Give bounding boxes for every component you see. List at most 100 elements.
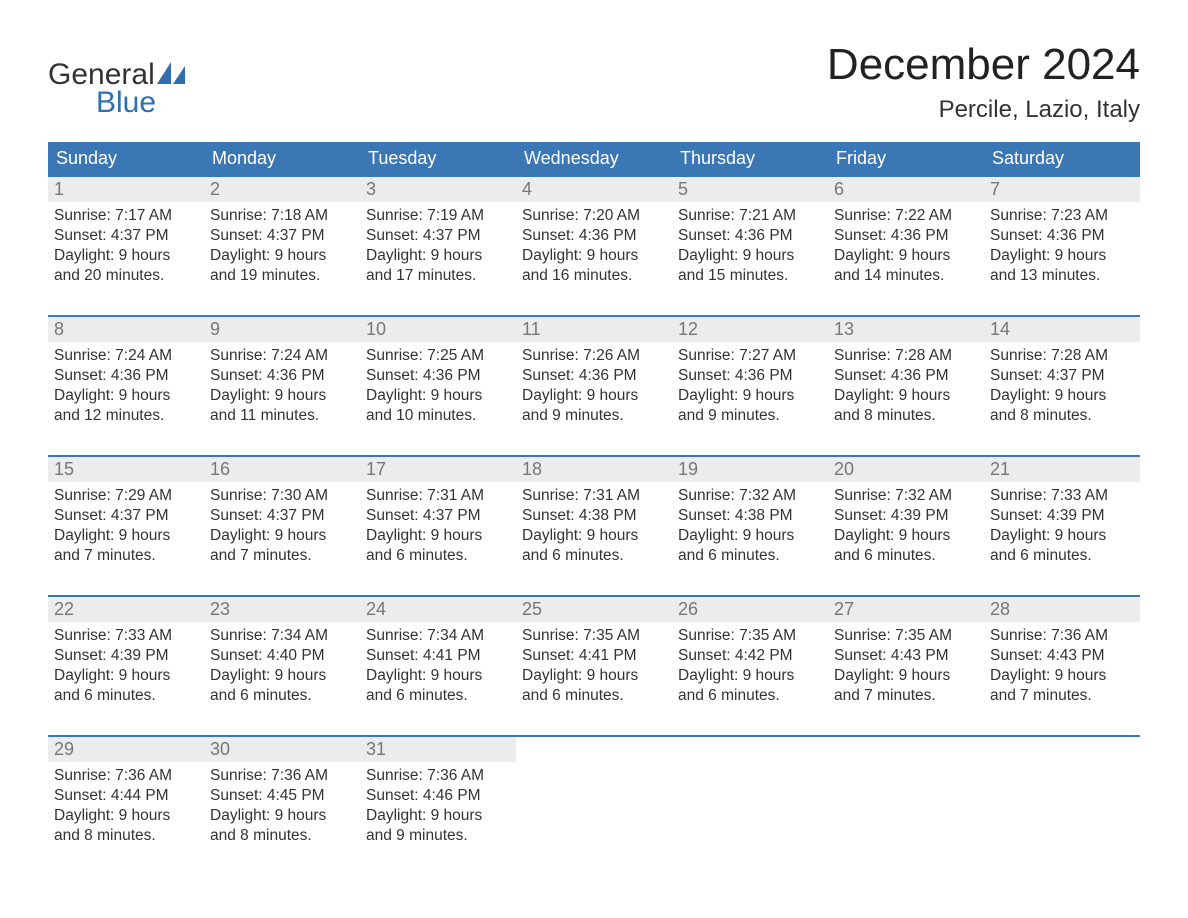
- sunrise-line: Sunrise: 7:17 AM: [54, 206, 198, 226]
- day-number: 22: [48, 597, 204, 622]
- day-content: Sunrise: 7:32 AMSunset: 4:39 PMDaylight:…: [828, 486, 984, 567]
- day-content: Sunrise: 7:28 AMSunset: 4:37 PMDaylight:…: [984, 346, 1140, 427]
- day-number: 29: [48, 737, 204, 762]
- week-row: 8Sunrise: 7:24 AMSunset: 4:36 PMDaylight…: [48, 315, 1140, 437]
- day-header-friday: Friday: [828, 142, 984, 175]
- daylight-line: Daylight: 9 hours and 10 minutes.: [366, 386, 510, 426]
- day-cell: 29Sunrise: 7:36 AMSunset: 4:44 PMDayligh…: [48, 737, 204, 857]
- day-content: Sunrise: 7:34 AMSunset: 4:40 PMDaylight:…: [204, 626, 360, 707]
- sunrise-line: Sunrise: 7:24 AM: [54, 346, 198, 366]
- calendar: Sunday Monday Tuesday Wednesday Thursday…: [48, 142, 1140, 857]
- day-number: 20: [828, 457, 984, 482]
- day-header-tuesday: Tuesday: [360, 142, 516, 175]
- day-content: Sunrise: 7:31 AMSunset: 4:37 PMDaylight:…: [360, 486, 516, 567]
- day-cell: [984, 737, 1140, 857]
- day-content: Sunrise: 7:18 AMSunset: 4:37 PMDaylight:…: [204, 206, 360, 287]
- daylight-line: Daylight: 9 hours and 19 minutes.: [210, 246, 354, 286]
- day-number: 16: [204, 457, 360, 482]
- daylight-line: Daylight: 9 hours and 8 minutes.: [834, 386, 978, 426]
- sunset-line: Sunset: 4:42 PM: [678, 646, 822, 666]
- sunset-line: Sunset: 4:39 PM: [54, 646, 198, 666]
- day-cell: 9Sunrise: 7:24 AMSunset: 4:36 PMDaylight…: [204, 317, 360, 437]
- daylight-line: Daylight: 9 hours and 7 minutes.: [990, 666, 1134, 706]
- day-number: 11: [516, 317, 672, 342]
- sunset-line: Sunset: 4:39 PM: [834, 506, 978, 526]
- day-number: 10: [360, 317, 516, 342]
- sunset-line: Sunset: 4:37 PM: [54, 226, 198, 246]
- day-number: 7: [984, 177, 1140, 202]
- sunrise-line: Sunrise: 7:28 AM: [834, 346, 978, 366]
- day-cell: [516, 737, 672, 857]
- sunrise-line: Sunrise: 7:24 AM: [210, 346, 354, 366]
- day-content: Sunrise: 7:21 AMSunset: 4:36 PMDaylight:…: [672, 206, 828, 287]
- week-row: 22 Sunrise: 7:33 AMSunset: 4:39 PMDayligh…: [48, 595, 1140, 717]
- sunrise-line: Sunrise: 7:30 AM: [210, 486, 354, 506]
- day-number: 18: [516, 457, 672, 482]
- daylight-line: Daylight: 9 hours and 7 minutes.: [54, 526, 198, 566]
- day-header-thursday: Thursday: [672, 142, 828, 175]
- day-number: 30: [204, 737, 360, 762]
- daylight-line: Daylight: 9 hours and 6 minutes.: [678, 526, 822, 566]
- day-cell: 17 Sunrise: 7:31 AMSunset: 4:37 PMDayligh…: [360, 457, 516, 577]
- day-number: 23: [204, 597, 360, 622]
- sunset-line: Sunset: 4:37 PM: [990, 366, 1134, 386]
- sunset-line: Sunset: 4:37 PM: [210, 506, 354, 526]
- day-content: Sunrise: 7:34 AMSunset: 4:41 PMDaylight:…: [360, 626, 516, 707]
- sunrise-line: Sunrise: 7:36 AM: [990, 626, 1134, 646]
- day-cell: 25Sunrise: 7:35 AMSunset: 4:41 PMDayligh…: [516, 597, 672, 717]
- day-number: 8: [48, 317, 204, 342]
- sunrise-line: Sunrise: 7:25 AM: [366, 346, 510, 366]
- sunrise-line: Sunrise: 7:36 AM: [210, 766, 354, 786]
- week-row: 29Sunrise: 7:36 AMSunset: 4:44 PMDayligh…: [48, 735, 1140, 857]
- sunset-line: Sunset: 4:39 PM: [990, 506, 1134, 526]
- day-number: 21: [984, 457, 1140, 482]
- day-cell: 20 Sunrise: 7:32 AMSunset: 4:39 PMDayligh…: [828, 457, 984, 577]
- day-number: 17: [360, 457, 516, 482]
- daylight-line: Daylight: 9 hours and 8 minutes.: [990, 386, 1134, 426]
- day-content: Sunrise: 7:22 AMSunset: 4:36 PMDaylight:…: [828, 206, 984, 287]
- day-number: 12: [672, 317, 828, 342]
- day-content: Sunrise: 7:36 AMSunset: 4:46 PMDaylight:…: [360, 766, 516, 847]
- day-content: Sunrise: 7:25 AMSunset: 4:36 PMDaylight:…: [360, 346, 516, 427]
- sunrise-line: Sunrise: 7:26 AM: [522, 346, 666, 366]
- daylight-line: Daylight: 9 hours and 6 minutes.: [366, 526, 510, 566]
- daylight-line: Daylight: 9 hours and 12 minutes.: [54, 386, 198, 426]
- day-number: 1: [48, 177, 204, 202]
- day-number: 19: [672, 457, 828, 482]
- day-cell: 4Sunrise: 7:20 AMSunset: 4:36 PMDaylight…: [516, 177, 672, 297]
- sunset-line: Sunset: 4:36 PM: [834, 226, 978, 246]
- daylight-line: Daylight: 9 hours and 6 minutes.: [522, 666, 666, 706]
- day-content: Sunrise: 7:33 AMSunset: 4:39 PMDaylight:…: [48, 626, 204, 707]
- sunrise-line: Sunrise: 7:29 AM: [54, 486, 198, 506]
- daylight-line: Daylight: 9 hours and 15 minutes.: [678, 246, 822, 286]
- day-content: Sunrise: 7:20 AMSunset: 4:36 PMDaylight:…: [516, 206, 672, 287]
- sunrise-line: Sunrise: 7:36 AM: [54, 766, 198, 786]
- day-cell: 10 Sunrise: 7:25 AMSunset: 4:36 PMDayligh…: [360, 317, 516, 437]
- sunset-line: Sunset: 4:38 PM: [522, 506, 666, 526]
- sunset-line: Sunset: 4:36 PM: [522, 366, 666, 386]
- day-cell: 21 Sunrise: 7:33 AMSunset: 4:39 PMDayligh…: [984, 457, 1140, 577]
- sunset-line: Sunset: 4:36 PM: [834, 366, 978, 386]
- day-content: Sunrise: 7:33 AMSunset: 4:39 PMDaylight:…: [984, 486, 1140, 567]
- day-cell: 18Sunrise: 7:31 AMSunset: 4:38 PMDayligh…: [516, 457, 672, 577]
- sunrise-line: Sunrise: 7:31 AM: [366, 486, 510, 506]
- day-number: 14: [984, 317, 1140, 342]
- sunset-line: Sunset: 4:36 PM: [990, 226, 1134, 246]
- day-content: Sunrise: 7:17 AMSunset: 4:37 PMDaylight:…: [48, 206, 204, 287]
- sunrise-line: Sunrise: 7:28 AM: [990, 346, 1134, 366]
- sunrise-line: Sunrise: 7:31 AM: [522, 486, 666, 506]
- day-cell: 19Sunrise: 7:32 AMSunset: 4:38 PMDayligh…: [672, 457, 828, 577]
- day-cell: 2 Sunrise: 7:18 AMSunset: 4:37 PMDaylight…: [204, 177, 360, 297]
- sunrise-line: Sunrise: 7:21 AM: [678, 206, 822, 226]
- day-header-monday: Monday: [204, 142, 360, 175]
- day-content: Sunrise: 7:27 AMSunset: 4:36 PMDaylight:…: [672, 346, 828, 427]
- day-cell: 13Sunrise: 7:28 AMSunset: 4:36 PMDayligh…: [828, 317, 984, 437]
- sunset-line: Sunset: 4:43 PM: [990, 646, 1134, 666]
- day-cell: 27Sunrise: 7:35 AMSunset: 4:43 PMDayligh…: [828, 597, 984, 717]
- day-cell: 12 Sunrise: 7:27 AMSunset: 4:36 PMDayligh…: [672, 317, 828, 437]
- day-number: 2: [204, 177, 360, 202]
- sunrise-line: Sunrise: 7:27 AM: [678, 346, 822, 366]
- day-number: 25: [516, 597, 672, 622]
- day-content: Sunrise: 7:30 AMSunset: 4:37 PMDaylight:…: [204, 486, 360, 567]
- sunset-line: Sunset: 4:44 PM: [54, 786, 198, 806]
